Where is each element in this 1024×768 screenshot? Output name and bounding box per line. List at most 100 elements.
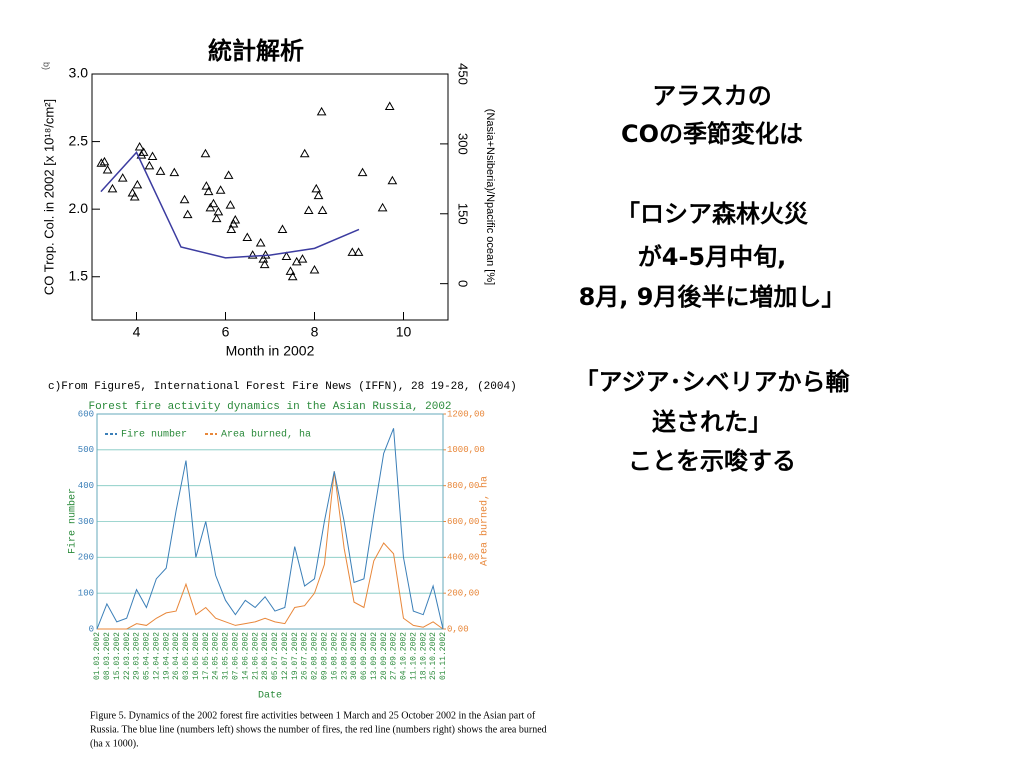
x-tick-label: 17.05.2002: [202, 632, 211, 680]
triangle-point: [99, 156, 110, 166]
triangle-point: [211, 213, 222, 223]
x-tick-label: 13.09.2002: [370, 632, 379, 680]
triangle-point: [384, 101, 395, 110]
triangle-point: [387, 175, 398, 185]
y-tick-label: 2.5: [69, 132, 89, 148]
triangle-point: [317, 205, 328, 215]
x-tick-label: 24.05.2002: [212, 632, 221, 680]
triangle-point: [155, 166, 166, 175]
y2-tick-label: 1000,00: [447, 445, 485, 455]
x-tick-label: 19.04.2002: [162, 632, 171, 680]
y-tick-label: 300: [78, 517, 94, 527]
x-tick-label: 02.08.2002: [311, 632, 320, 680]
co-chart: 4 6 8 10 1.5 2.0 2.5 3.0 0 150 300 450 Month in 2002…: [41, 63, 496, 359]
x-tick-label: 29.03.2002: [133, 632, 142, 680]
triangle-point: [255, 237, 266, 247]
y2-tick-label: 300: [456, 133, 471, 155]
x-tick-label: 09.08.2002: [320, 632, 329, 680]
triangle-point: [132, 179, 143, 189]
x-tick-label: 19.07.2002: [291, 632, 300, 680]
triangle-point: [299, 148, 310, 158]
triangle-point: [179, 194, 190, 204]
triangle-point: [144, 160, 155, 170]
triangle-point: [285, 266, 296, 275]
triangle-point: [347, 247, 358, 256]
triangle-point: [353, 247, 364, 256]
triangle-point: [313, 190, 324, 200]
y2-tick-label: 150: [456, 203, 471, 225]
y-tick-label: 0: [89, 624, 94, 634]
x-tick-label: 26.04.2002: [172, 632, 181, 680]
y-tick-label: 500: [78, 445, 94, 455]
y2-tick-label: 800,00: [447, 481, 479, 491]
y2-tick-label: 400,00: [447, 553, 479, 563]
y-tick-label: 1.5: [69, 267, 89, 283]
legend-label: Fire number: [121, 429, 187, 441]
triangle-point: [287, 271, 298, 281]
caption-line: (ha x 1000).: [90, 738, 139, 749]
y-axis-label: Fire number: [67, 488, 79, 554]
x-tick-label: 21.06.2002: [251, 632, 260, 680]
x-tick-label: 14.06.2002: [241, 632, 250, 680]
triangle-point: [230, 214, 241, 224]
triangle-point: [226, 224, 237, 233]
triangle-point: [377, 202, 388, 212]
y2-tick-label: 0: [456, 280, 471, 287]
y-tick-label: 600: [78, 409, 94, 419]
triangle-point: [96, 158, 107, 167]
caption-line: Figure 5. Dynamics of the 2002 forest fi…: [90, 710, 536, 721]
text-line: 送された」: [652, 408, 772, 436]
y2-tick-label: 600,00: [447, 517, 479, 527]
x-tick-label: 12.07.2002: [281, 632, 290, 680]
triangle-point: [134, 141, 145, 151]
text-line: 「アジア･シベリアから輸: [574, 368, 850, 396]
y2-tick-label: 200,00: [447, 589, 479, 599]
x-tick-label: 25.10.2002: [429, 632, 438, 680]
x-tick-label: 03.05.2002: [182, 632, 191, 680]
text-line: ことを示唆する: [628, 447, 796, 475]
x-axis-label: Month in 2002: [226, 343, 315, 359]
triangle-point: [242, 232, 253, 242]
triangle-point: [281, 251, 292, 260]
chart-title: Forest fire activity dynamics in the Asi…: [88, 401, 451, 413]
x-tick-label: 05.07.2002: [271, 632, 280, 680]
triangle-point: [213, 206, 224, 216]
triangle-point: [228, 219, 239, 228]
triangle-point: [129, 191, 140, 201]
text-line: 「ロシア森林火災: [616, 200, 809, 228]
series-line: [97, 471, 444, 630]
x-tick-label: 11.10.2002: [409, 632, 418, 680]
legend-label: Area burned, ha: [221, 429, 311, 441]
triangle-point: [147, 151, 158, 160]
x-tick-label: 18.10.2002: [419, 632, 428, 680]
triangle-point: [303, 205, 314, 215]
triangle-point: [205, 202, 216, 212]
co-line: [100, 151, 360, 259]
x-tick-label: 01.03.2002: [93, 632, 102, 680]
triangle-point: [357, 167, 368, 177]
triangle-point: [117, 173, 128, 182]
x-tick-label: 4: [133, 324, 141, 340]
y-tick-label: 200: [78, 553, 94, 563]
x-tick-label: 10.05.2002: [192, 632, 201, 680]
triangle-point: [316, 106, 327, 116]
x-tick-label: 8: [311, 324, 319, 340]
triangle-point: [215, 185, 226, 194]
triangle-point: [182, 209, 193, 219]
y2-axis-label: Area burned, ha: [479, 476, 491, 566]
triangle-point: [311, 183, 322, 193]
x-tick-label: 26.07.2002: [301, 632, 310, 680]
triangle-point: [200, 148, 211, 158]
x-tick-label: 12.04.2002: [152, 632, 161, 680]
triangle-point: [223, 170, 234, 179]
x-tick-label: 23.08.2002: [340, 632, 349, 680]
x-tick-label: 27.09.2002: [390, 632, 399, 680]
y-tick-label: 400: [78, 481, 94, 491]
x-tick-label: 07.06.2002: [232, 632, 241, 680]
triangle-point: [247, 250, 258, 259]
y-tick-label: 2.0: [69, 200, 89, 216]
text-line: が4-5月中旬,: [638, 243, 786, 271]
triangle-point: [201, 181, 212, 190]
plot-frame: [96, 413, 444, 630]
